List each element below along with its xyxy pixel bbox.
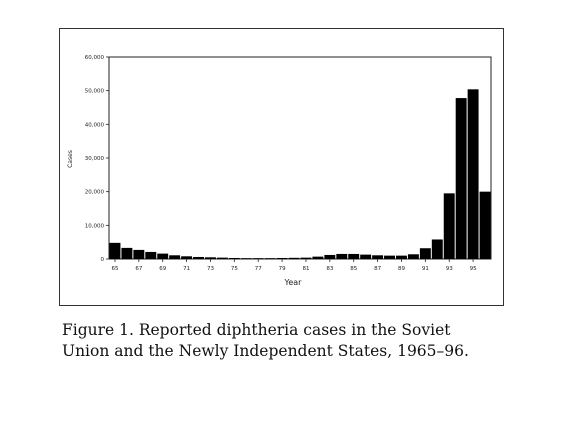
x-tick-label: 67	[135, 266, 142, 272]
bar-78	[264, 258, 276, 259]
figure-frame: 0 10,000 20,000 30,000 40,000 50,000 60,000 65…	[59, 28, 504, 306]
x-tick-label: 89	[398, 266, 405, 272]
bar-93	[443, 193, 455, 259]
bar-72	[193, 256, 204, 259]
caption-line-2: Union and the Newly Independent States, …	[62, 342, 469, 360]
bar-82	[312, 256, 324, 259]
bar-69	[157, 253, 169, 259]
bar-83	[324, 254, 336, 259]
y-tick-label: 30,000	[85, 156, 105, 162]
x-tick-label: 77	[255, 266, 262, 272]
x-tick-label: 73	[207, 266, 214, 272]
bar-85	[348, 253, 360, 259]
bar-67	[133, 249, 145, 259]
bar-94	[455, 98, 467, 259]
y-tick-label: 0	[101, 257, 105, 263]
bar-95	[467, 89, 479, 259]
bar-74	[216, 257, 228, 259]
bar-86	[360, 254, 372, 259]
bar-66	[121, 247, 133, 259]
bar-65	[109, 242, 121, 259]
bar-96	[479, 191, 491, 259]
bar-73	[205, 257, 216, 259]
bar-87	[372, 255, 384, 259]
y-tick-label: 20,000	[85, 190, 105, 196]
bar-81	[300, 257, 312, 259]
x-tick-label: 83	[326, 266, 333, 272]
bar-89	[396, 255, 407, 259]
x-tick-label: 85	[350, 266, 357, 272]
x-tick-label: 95	[470, 266, 477, 272]
x-tick-label: 79	[279, 266, 286, 272]
y-tick-label: 10,000	[85, 223, 105, 229]
bar-84	[336, 253, 348, 259]
x-tick-label: 93	[446, 266, 453, 272]
bar-92	[431, 239, 443, 259]
y-tick-label: 50,000	[85, 89, 105, 95]
bar-80	[288, 257, 300, 259]
x-tick-label: 75	[231, 266, 238, 272]
bars	[109, 89, 491, 259]
bar-76	[240, 258, 252, 259]
bar-75	[228, 257, 240, 259]
y-axis-title: Cases	[67, 150, 74, 168]
bar-91	[419, 248, 431, 259]
x-tick-label: 69	[159, 266, 166, 272]
bar-71	[181, 256, 193, 259]
bar-79	[276, 257, 288, 259]
x-tick-label: 71	[183, 266, 190, 272]
y-tick-label: 60,000	[85, 55, 105, 61]
bar-88	[384, 255, 395, 259]
x-tick-label: 91	[422, 266, 429, 272]
bar-70	[169, 255, 181, 259]
caption-line-1: Figure 1. Reported diphtheria cases in t…	[62, 321, 451, 339]
y-axis-ticks: 0 10,000 20,000 30,000 40,000 50,000 60,000	[85, 55, 109, 263]
figure-caption: Figure 1. Reported diphtheria cases in t…	[62, 320, 512, 362]
x-tick-label: 65	[111, 266, 118, 272]
diphtheria-bar-chart: 0 10,000 20,000 30,000 40,000 50,000 60,000 65…	[67, 55, 492, 287]
y-tick-label: 40,000	[85, 122, 105, 128]
x-axis-ticks: 65 67 69 71 73 75 77 79 81 83 85 87 89 91 93 95	[111, 259, 477, 272]
x-tick-label: 87	[374, 266, 381, 272]
bar-68	[145, 251, 157, 259]
x-axis-title: Year	[284, 278, 303, 287]
plot-area	[108, 56, 492, 260]
bar-90	[407, 254, 419, 259]
bar-77	[252, 258, 264, 259]
x-tick-label: 81	[302, 266, 309, 272]
